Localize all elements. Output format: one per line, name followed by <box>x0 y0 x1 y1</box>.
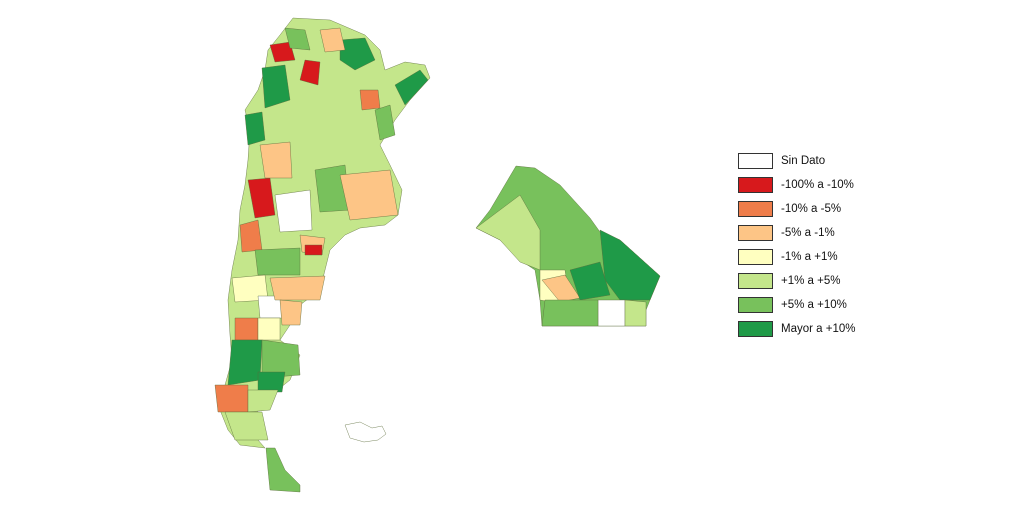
legend-item-neg-1-to-pos-1: -1% a +1% <box>738 248 855 266</box>
legend-swatch <box>738 153 773 169</box>
region-nw-3 <box>261 64 291 109</box>
legend-label: Sin Dato <box>781 155 826 167</box>
region-pat-5 <box>257 317 281 341</box>
legend-swatch <box>738 225 773 241</box>
region-cuyo-3 <box>239 219 263 253</box>
inset-map <box>475 165 661 327</box>
legend-label: -10% a -5% <box>781 203 842 215</box>
region-cuyo-1 <box>247 177 276 219</box>
region-ne-2 <box>374 104 396 141</box>
legend-label: -1% a +1% <box>781 251 838 263</box>
region-nw-1 <box>269 41 296 63</box>
legend: Sin Dato -100% a -10% -10% a -5% -5% a -… <box>738 152 855 344</box>
legend-swatch <box>738 297 773 313</box>
region-pat-4 <box>234 317 259 341</box>
legend-item-pos-1-to-pos-5: +1% a +5% <box>738 272 855 290</box>
region-nw-5 <box>339 37 376 71</box>
legend-swatch <box>738 201 773 217</box>
region-pat-6 <box>279 299 303 326</box>
legend-item-neg-5-to-neg-1: -5% a -1% <box>738 224 855 242</box>
region-nw-2 <box>299 59 321 86</box>
region-nw-6 <box>244 111 266 146</box>
legend-swatch <box>738 321 773 337</box>
region-cuyo-7 <box>254 247 301 276</box>
legend-label: -5% a -1% <box>781 227 835 239</box>
region-tdf <box>265 447 301 493</box>
region-cuyo-4 <box>274 189 313 233</box>
legend-item-neg-100-to-neg-10: -100% a -10% <box>738 176 855 194</box>
region-ne-3 <box>359 89 381 111</box>
region-pat-7 <box>227 339 263 386</box>
region-cuyo-6 <box>304 244 323 256</box>
legend-swatch <box>738 273 773 289</box>
inset-region-5 <box>569 261 611 301</box>
legend-label: +5% a +10% <box>781 299 847 311</box>
region-pat-9 <box>257 371 286 393</box>
region-pat-8 <box>261 339 301 379</box>
region-nw-7 <box>319 27 346 53</box>
inset-region-8 <box>541 299 599 327</box>
inset-region-7 <box>624 299 647 327</box>
inset-region-6 <box>597 299 626 327</box>
region-pat-3 <box>269 275 326 301</box>
region-pat-11 <box>247 389 279 413</box>
region-pat-10 <box>214 384 249 413</box>
region-center-2 <box>339 169 399 221</box>
inset-region-4 <box>599 229 661 301</box>
region-ne-1 <box>394 69 429 106</box>
region-nw-4 <box>284 27 311 51</box>
legend-swatch <box>738 249 773 265</box>
region-cuyo-2 <box>259 141 293 179</box>
region-pat-12 <box>224 411 269 441</box>
islands <box>344 421 387 443</box>
argentina-map <box>214 17 431 493</box>
legend-label: Mayor a +10% <box>781 323 856 335</box>
legend-item-pos-5-to-pos-10: +5% a +10% <box>738 296 855 314</box>
legend-label: +1% a +5% <box>781 275 841 287</box>
legend-item-neg-10-to-neg-5: -10% a -5% <box>738 200 855 218</box>
legend-item-sin-dato: Sin Dato <box>738 152 855 170</box>
legend-swatch <box>738 177 773 193</box>
legend-item-mayor-10: Mayor a +10% <box>738 320 855 338</box>
legend-label: -100% a -10% <box>781 179 854 191</box>
